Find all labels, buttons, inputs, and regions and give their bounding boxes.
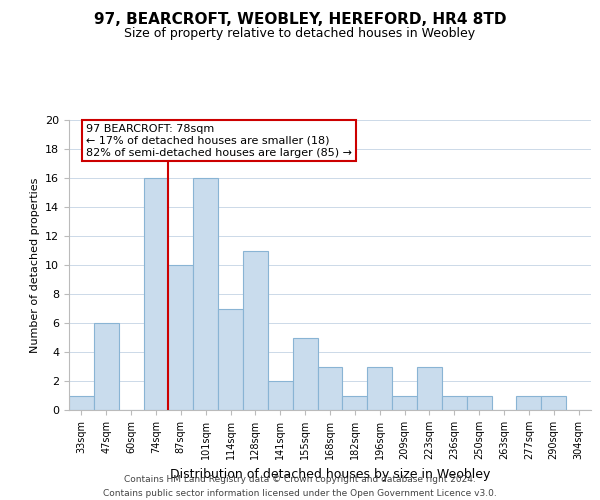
Text: 97, BEARCROFT, WEOBLEY, HEREFORD, HR4 8TD: 97, BEARCROFT, WEOBLEY, HEREFORD, HR4 8T… (94, 12, 506, 28)
Bar (442, 396, 467, 410)
Bar (392, 396, 417, 410)
Bar (343, 396, 367, 410)
X-axis label: Distribution of detached houses by size in Weobley: Distribution of detached houses by size … (170, 468, 490, 480)
Bar (218, 308, 243, 410)
Bar (143, 178, 169, 410)
Bar (94, 323, 119, 410)
Text: Contains HM Land Registry data © Crown copyright and database right 2024.
Contai: Contains HM Land Registry data © Crown c… (103, 476, 497, 498)
Bar (69, 396, 94, 410)
Bar (417, 366, 442, 410)
Text: Size of property relative to detached houses in Weobley: Size of property relative to detached ho… (124, 28, 476, 40)
Bar (317, 366, 343, 410)
Bar (193, 178, 218, 410)
Bar (293, 338, 317, 410)
Bar (243, 250, 268, 410)
Bar (268, 381, 293, 410)
Bar (169, 265, 193, 410)
Bar (467, 396, 491, 410)
Bar (367, 366, 392, 410)
Y-axis label: Number of detached properties: Number of detached properties (29, 178, 40, 352)
Bar (517, 396, 541, 410)
Text: 97 BEARCROFT: 78sqm
← 17% of detached houses are smaller (18)
82% of semi-detach: 97 BEARCROFT: 78sqm ← 17% of detached ho… (86, 124, 352, 158)
Bar (541, 396, 566, 410)
